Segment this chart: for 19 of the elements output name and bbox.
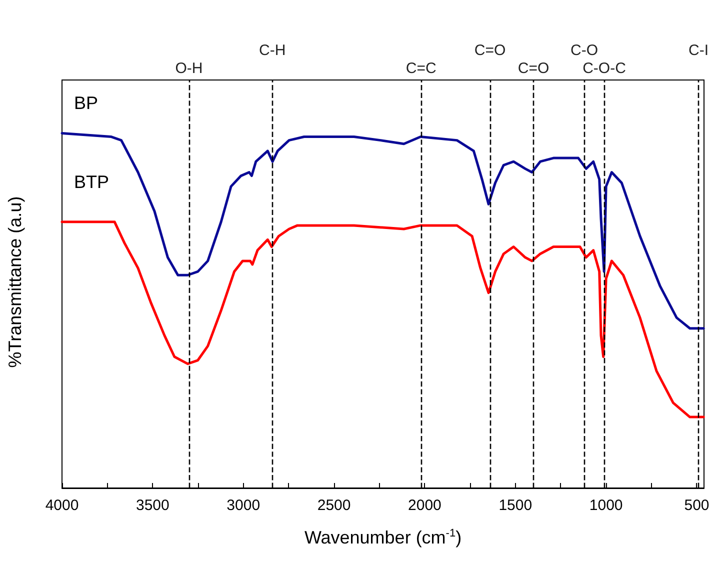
ref-line-label: C=O <box>518 60 550 77</box>
ref-line-label: O-H <box>175 60 203 77</box>
ref-line-label: C=O <box>474 42 506 59</box>
ref-line-label: C-O <box>570 42 598 59</box>
ref-line-label: C=C <box>406 60 436 77</box>
ref-line-label: C-H <box>259 42 286 59</box>
x-tick-label: 3000 <box>226 497 260 514</box>
x-tick-label: 1500 <box>498 497 532 514</box>
x-tick-label: 2000 <box>408 497 442 514</box>
ref-line-label: C-O-C <box>582 60 626 77</box>
y-axis-title: %Transmittance (a.u) <box>5 196 25 368</box>
series-label: BP <box>74 93 98 114</box>
x-tick-label: 1000 <box>589 497 623 514</box>
x-tick-label: 4000 <box>45 497 79 514</box>
x-tick-label: 3500 <box>136 497 170 514</box>
x-tick-label: 500 <box>684 497 710 514</box>
series-label: BTP <box>74 172 110 192</box>
x-tick-label: 2500 <box>317 497 351 514</box>
ref-line-label: C-I <box>688 42 709 59</box>
